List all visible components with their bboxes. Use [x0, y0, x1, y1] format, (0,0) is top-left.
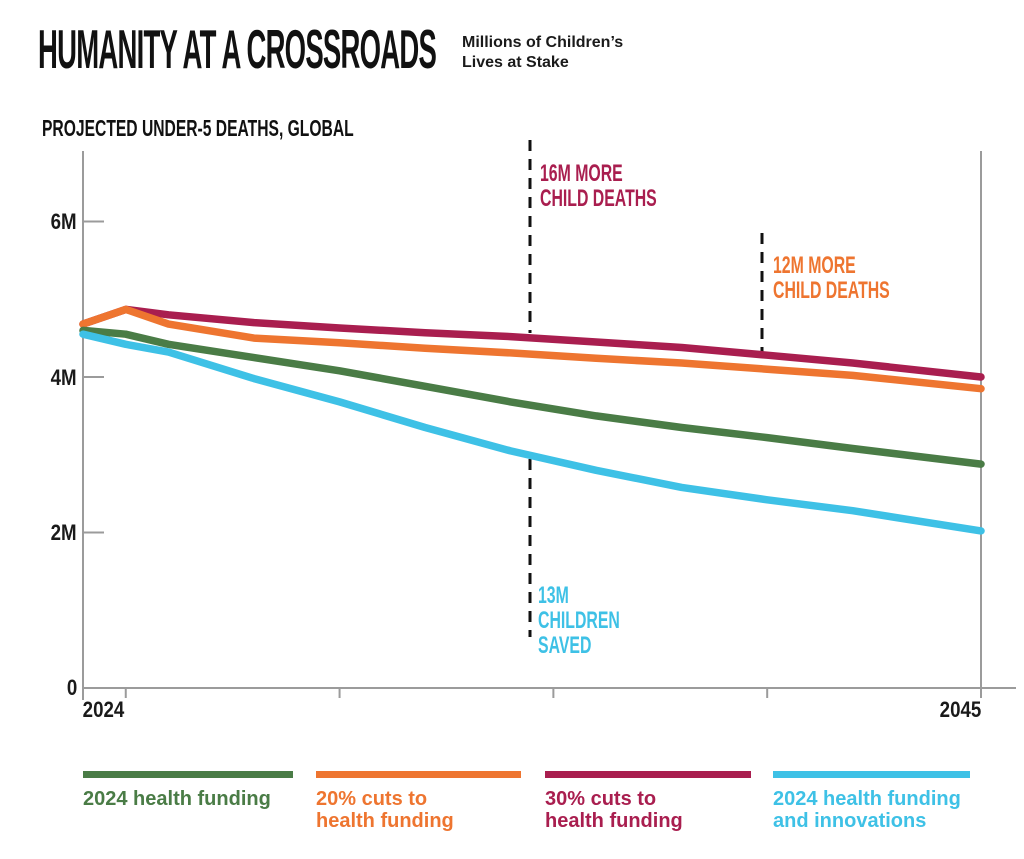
- series-line-1: [79, 305, 985, 393]
- chart-title-text: PROJECTED UNDER-5 DEATHS, GLOBAL: [42, 115, 354, 141]
- page-title-text: HUMANITY AT A CROSSROADS: [38, 18, 437, 80]
- x-axis-label-2024: 2024: [82, 697, 124, 722]
- y-axis-label-6m: 6M: [51, 209, 77, 234]
- y-axis-label-2m: 2M: [51, 520, 77, 545]
- annotation-16m-more-child-deaths: 16M MORE CHILD DEATHS: [540, 160, 657, 212]
- legend-item-funding-and-innovations: 2024 health funding and innovations: [773, 771, 983, 832]
- legend-swatch-orange: [316, 771, 521, 778]
- page-title: HUMANITY AT A CROSSROADS: [38, 22, 834, 77]
- legend-item-2024-health-funding: 2024 health funding: [83, 771, 303, 810]
- legend-item-30-percent-cuts: 30% cuts to health funding: [545, 771, 760, 832]
- legend-label: 30% cuts to health funding: [545, 788, 683, 832]
- annotation-12m-more-child-deaths: 12M MORE CHILD DEATHS: [773, 252, 890, 304]
- legend-swatch-blue: [773, 771, 970, 778]
- y-axis-label-4m: 4M: [51, 365, 77, 390]
- legend-item-20-percent-cuts: 20% cuts to health funding: [316, 771, 531, 832]
- legend-label: 2024 health funding: [83, 788, 271, 810]
- series-line-0: [79, 326, 985, 468]
- series-line-2: [79, 305, 985, 381]
- y-axis-label-0: 0: [66, 675, 77, 700]
- chart-title: PROJECTED UNDER-5 DEATHS, GLOBAL: [42, 115, 500, 141]
- legend-swatch-green: [83, 771, 293, 778]
- legend-swatch-crimson: [545, 771, 751, 778]
- series-line-3: [79, 330, 985, 535]
- annotation-13m-children-saved: 13M CHILDREN SAVED: [538, 582, 620, 659]
- legend-label: 20% cuts to health funding: [316, 788, 454, 832]
- x-axis-label-2045: 2045: [939, 697, 981, 722]
- legend-label: 2024 health funding and innovations: [773, 788, 961, 832]
- page-subtitle: Millions of Children’s Lives at Stake: [462, 34, 624, 71]
